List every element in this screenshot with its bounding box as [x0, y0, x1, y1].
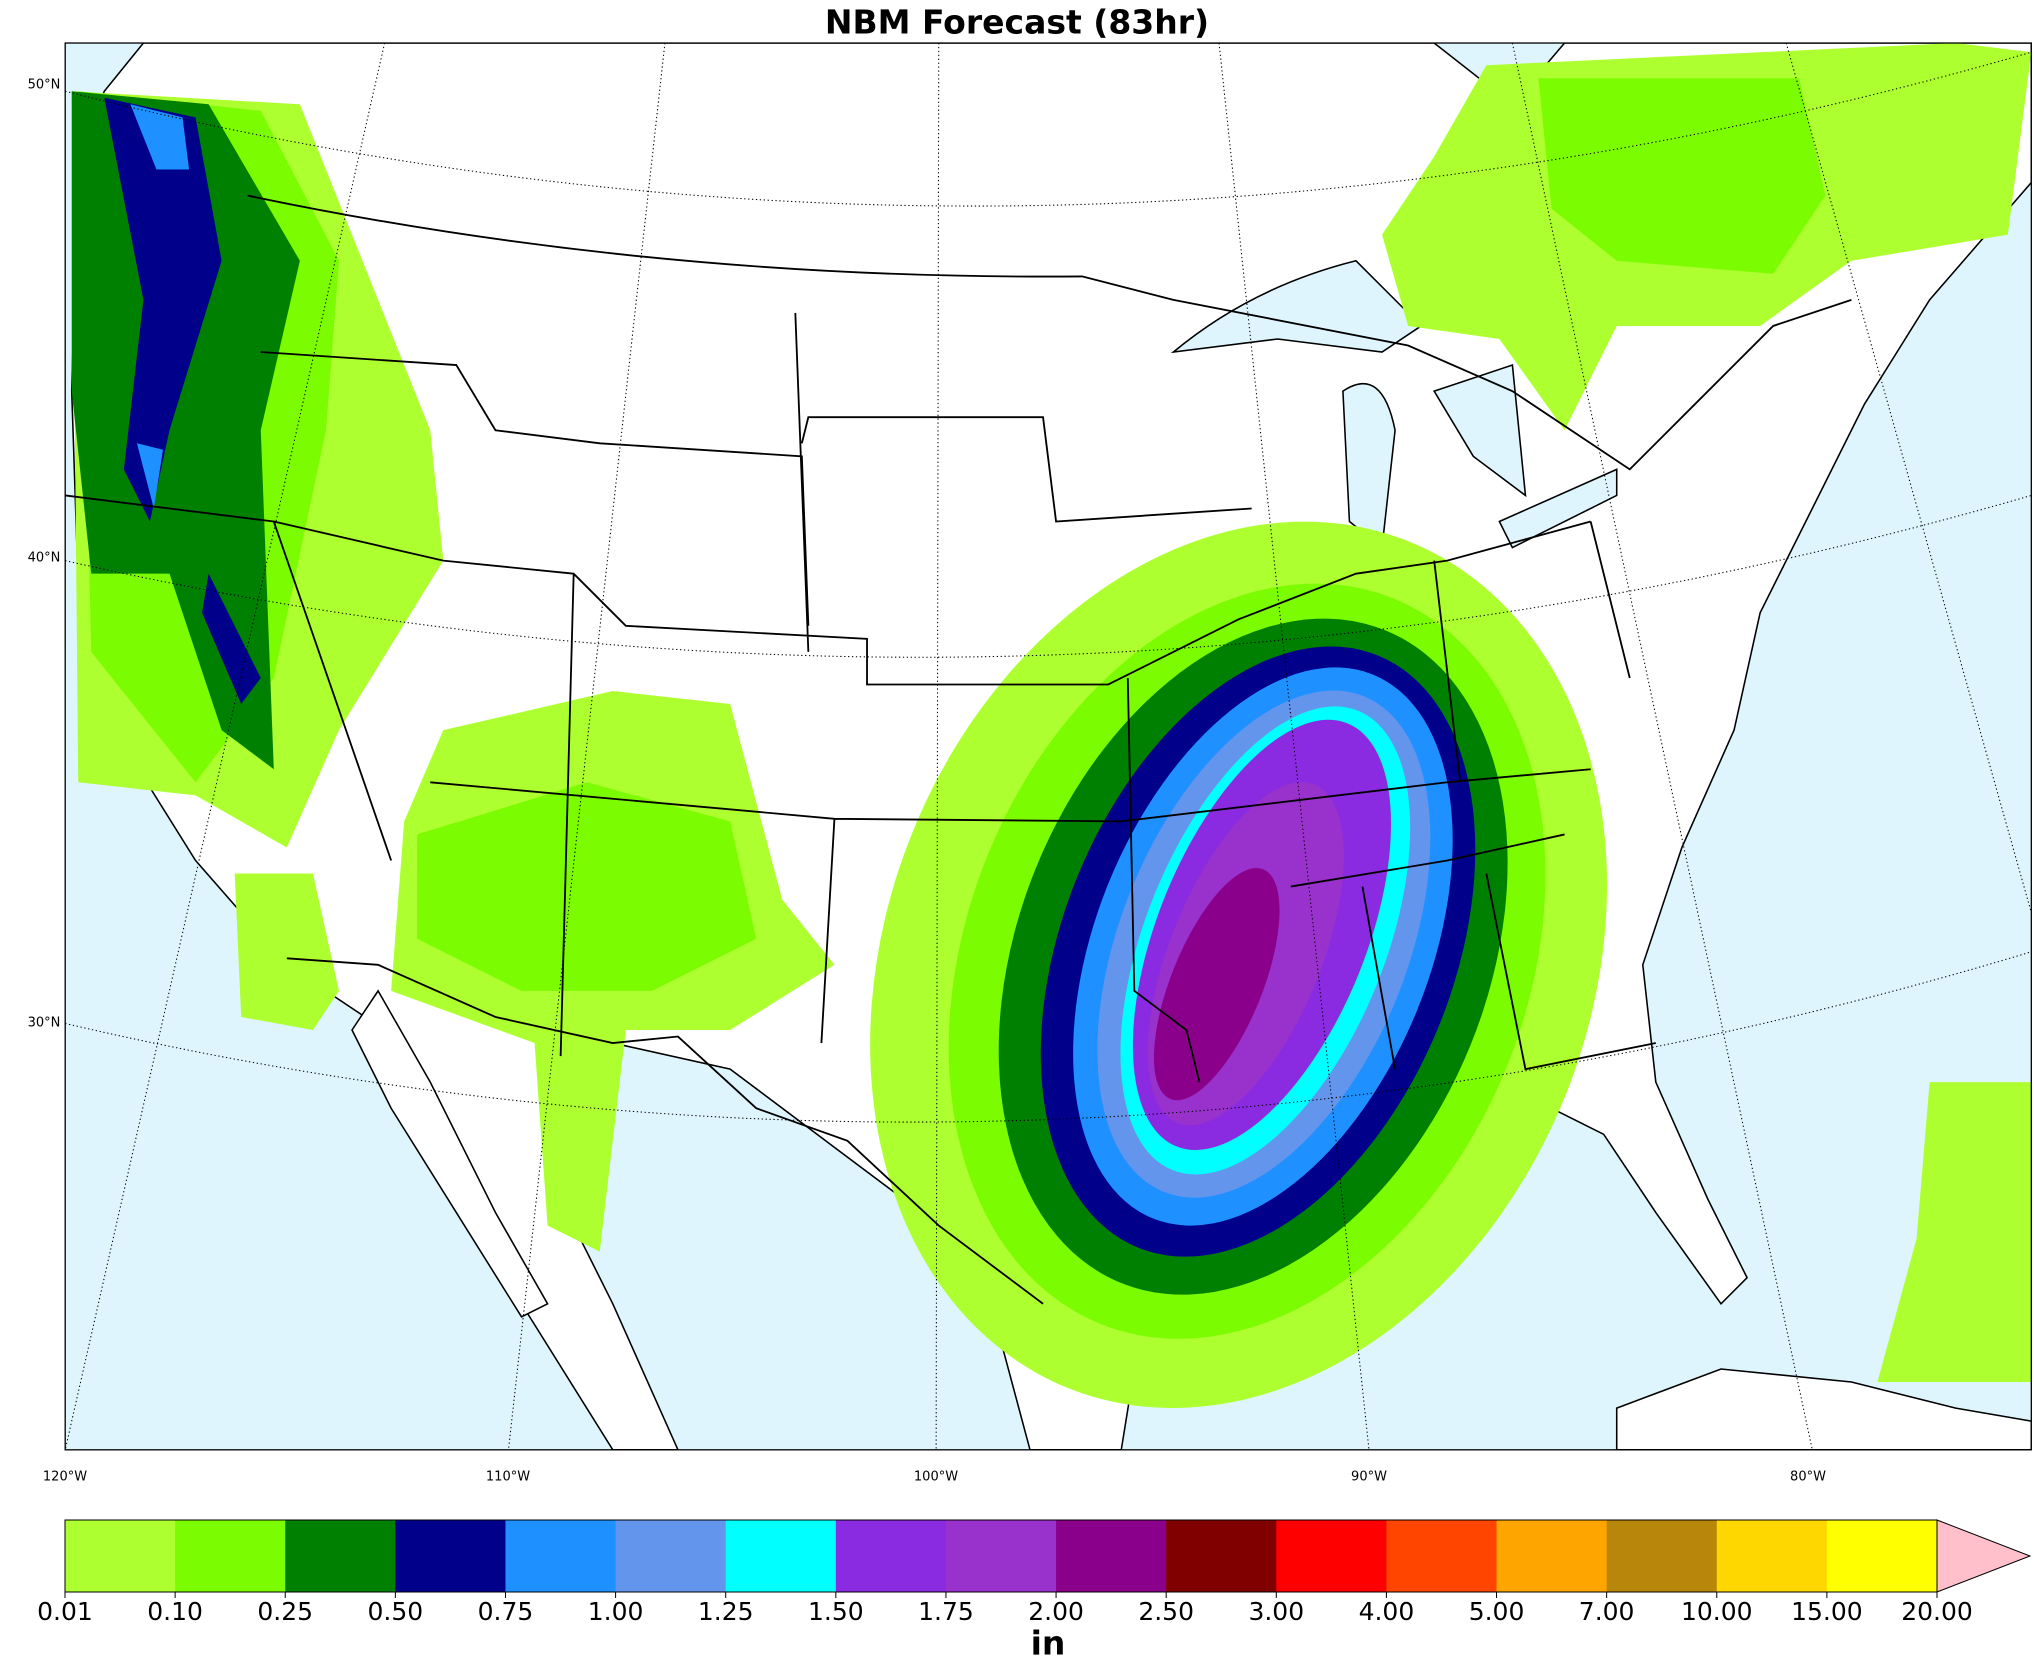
- colorbar-box: [1386, 1520, 1498, 1592]
- colorbar-tick-label: 1.00: [588, 1597, 644, 1626]
- lon-label: 90°W: [1351, 1470, 1387, 1485]
- borders: [65, 194, 1852, 1305]
- colorbar-box: [395, 1520, 506, 1592]
- lat-label: 30°N: [28, 1016, 61, 1031]
- colorbar-box: [945, 1520, 1057, 1592]
- colorbar-box: [1826, 1520, 1938, 1592]
- colorbar-box: [65, 1520, 176, 1592]
- colorbar-tick-label: 1.50: [808, 1597, 864, 1626]
- colorbar-box: [1056, 1520, 1167, 1592]
- colorbar-label: in: [1031, 1624, 1066, 1663]
- colorbar-box: [1276, 1520, 1387, 1592]
- colorbar-tick-label: 15.00: [1791, 1597, 1863, 1626]
- colorbar-frame: [64, 1519, 1938, 1593]
- colorbar-tick-label: 0.10: [147, 1597, 203, 1626]
- colorbar-tick-label: 0.25: [257, 1597, 313, 1626]
- colorbar-box: [285, 1520, 396, 1592]
- colorbar-extension: [1936, 1519, 2032, 1593]
- colorbar-box: [175, 1520, 286, 1592]
- precip: [71, 43, 2032, 1408]
- lon-label: 100°W: [914, 1470, 958, 1485]
- lon-label: 110°W: [486, 1470, 530, 1485]
- cuba: [1615, 1368, 2032, 1450]
- colorbar-box: [1166, 1520, 1277, 1592]
- baja: [351, 989, 549, 1318]
- lat-label: 50°N: [28, 78, 61, 93]
- colorbar-tick-label: 2.50: [1138, 1597, 1194, 1626]
- colorbar-tick-label: 0.75: [478, 1597, 534, 1626]
- colorbar-tick-label: 2.00: [1028, 1597, 1084, 1626]
- colorbar-box: [1716, 1520, 1828, 1592]
- great-lakes: [1170, 259, 1618, 550]
- colorbar-tick-label: 1.75: [918, 1597, 974, 1626]
- map: [64, 42, 2032, 1451]
- graticule: [65, 43, 2032, 1450]
- colorbar-box: [505, 1520, 617, 1592]
- lon-label: 120°W: [43, 1470, 87, 1485]
- colorbar-box: [725, 1520, 837, 1592]
- map-title: NBM Forecast (83hr): [825, 3, 1209, 42]
- axis-labels: 50°N 40°N 30°N 120°W 110°W 100°W 90°W 80°W: [28, 78, 1826, 1485]
- colorbar-box: [835, 1520, 947, 1592]
- map-frame: [64, 42, 2032, 1451]
- colorbar-tick-label: 5.00: [1469, 1597, 1525, 1626]
- colorbar-tick-label: 20.00: [1901, 1597, 1973, 1626]
- colorbar-tick-label: 10.00: [1681, 1597, 1753, 1626]
- colorbar: 0.01 0.10 0.25 0.50 0.75 1.00 1.25 1.50 1.75 2.00…: [37, 1519, 2032, 1626]
- colorbar-tick-label: 7.00: [1579, 1597, 1635, 1626]
- colorbar-tick-label: 0.01: [37, 1597, 93, 1626]
- lon-label: 80°W: [1790, 1470, 1826, 1485]
- colorbar-tick-label: 0.50: [368, 1597, 424, 1626]
- colorbar-box: [1606, 1520, 1718, 1592]
- colorbar-box: [615, 1520, 727, 1592]
- colorbar-tick-label: 3.00: [1248, 1597, 1304, 1626]
- colorbar-tick-label: 4.00: [1359, 1597, 1415, 1626]
- lat-label: 40°N: [28, 551, 61, 566]
- colorbar-box: [1496, 1520, 1608, 1592]
- colorbar-tick-label: 1.25: [698, 1597, 754, 1626]
